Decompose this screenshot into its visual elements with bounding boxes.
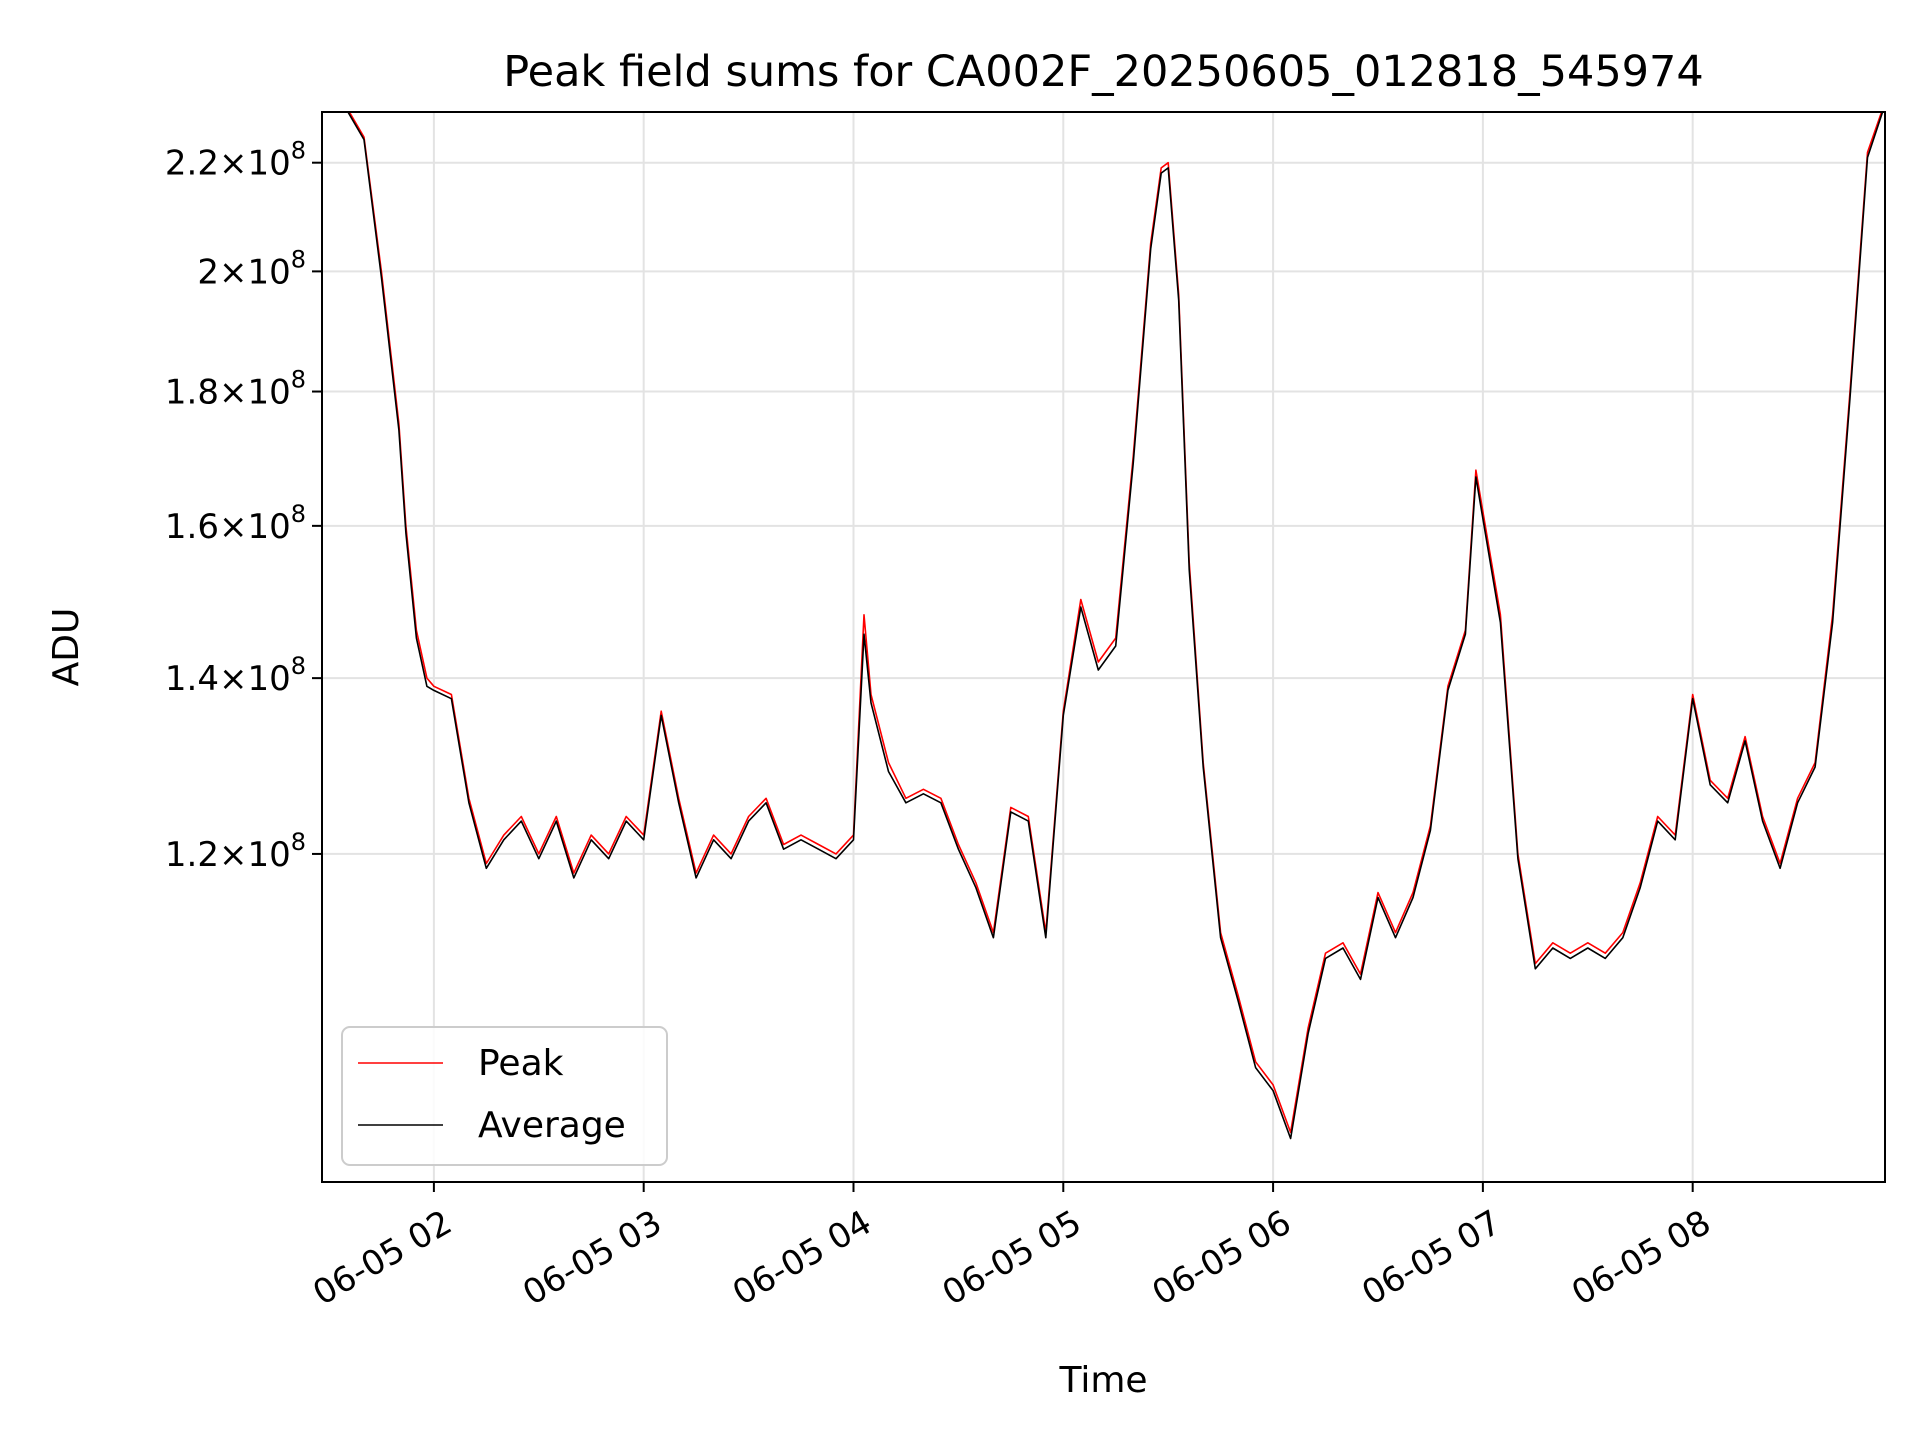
y-tick-mantissa: 1.4 (165, 659, 219, 699)
y-tick-mantissa: 2 (197, 252, 219, 292)
y-tick-times: × (219, 144, 248, 184)
y-tick-label: 1.8×108 (165, 366, 306, 413)
y-tick-base: 10 (247, 659, 290, 699)
series-lines (347, 112, 1884, 1140)
y-tick-exponent: 8 (291, 137, 306, 165)
y-tick-mantissa: 1.8 (165, 373, 219, 413)
y-tick-times: × (219, 835, 248, 875)
series-line-peak (348, 112, 1883, 1134)
y-tick-times: × (219, 507, 248, 547)
y-axis-label: ADU (46, 608, 87, 687)
y-tick-label: 1.4×108 (165, 652, 306, 699)
y-tick-mantissa: 1.2 (165, 835, 219, 875)
y-tick-exponent: 8 (291, 652, 306, 680)
y-tick-base: 10 (247, 252, 290, 292)
legend-label-peak: Peak (478, 1043, 564, 1084)
x-axis-label: Time (1058, 1360, 1147, 1401)
legend-label-average: Average (478, 1105, 626, 1146)
y-tick-exponent: 8 (291, 366, 306, 394)
y-tick-label: 2×108 (197, 245, 306, 292)
grid (322, 112, 1885, 1182)
y-tick-exponent: 8 (291, 500, 306, 528)
y-tick-base: 10 (247, 144, 290, 184)
y-tick-base: 10 (247, 373, 290, 413)
y-tick-times: × (219, 373, 248, 413)
legend-box (341, 1026, 668, 1166)
y-tick-label: 1.2×108 (165, 828, 306, 875)
y-tick-label: 2.2×108 (165, 137, 306, 184)
series-line-average (347, 112, 1884, 1140)
legend: Peak Average (341, 1026, 668, 1166)
y-tick-label: 1.6×108 (165, 500, 306, 547)
plot-frame (321, 111, 1886, 1183)
y-tick-base: 10 (247, 835, 290, 875)
y-tick-exponent: 8 (291, 828, 306, 856)
y-tick-base: 10 (247, 507, 290, 547)
y-tick-mantissa: 2.2 (165, 144, 219, 184)
y-tick-times: × (219, 659, 248, 699)
chart-title: Peak field sums for CA002F_20250605_0128… (503, 47, 1704, 97)
y-tick-mantissa: 1.6 (165, 507, 219, 547)
y-tick-exponent: 8 (291, 245, 306, 273)
y-tick-times: × (219, 252, 248, 292)
